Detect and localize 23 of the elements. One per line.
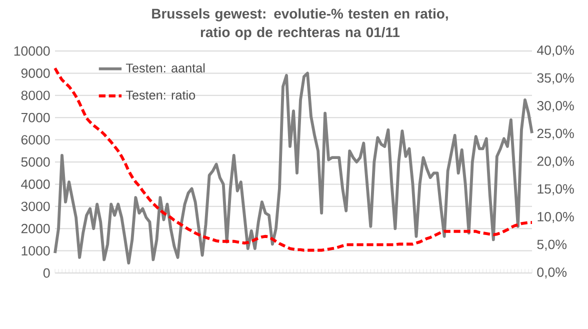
y2-tick-label: 15,0% — [538, 184, 574, 196]
y2-tick-label: 0,0% — [537, 268, 567, 278]
y-tick-label: 2000 — [21, 224, 50, 234]
y-tick-label: 1000 — [22, 246, 50, 256]
y2-tick-label: 40,0% — [537, 46, 574, 56]
y-tick-label: 7000 — [21, 112, 50, 122]
y-tick-label: 3000 — [21, 202, 50, 212]
y-tick-label: 8000 — [21, 90, 50, 100]
y2-tick-label: 5,0% — [537, 240, 567, 251]
y-tick-label: 6000 — [21, 135, 50, 144]
y2-tick-label: 30,0% — [537, 101, 574, 112]
chart-title: Brussels gewest: evolutie-% testen en ratio, ratio op de rechteras na 01/11 — [152, 8, 448, 40]
y-tick-label: 4000 — [21, 180, 50, 189]
y-tick-label: 0 — [43, 268, 50, 278]
y-tick-label: 9000 — [21, 68, 50, 78]
y2-tick-label: 10,0% — [538, 212, 574, 223]
y2-tick-label: 35,0% — [537, 73, 574, 84]
y-tick-label: 5000 — [21, 157, 50, 167]
legend-label: Testen: ratio — [126, 90, 196, 100]
y2-tick-label: 25,0% — [537, 128, 574, 140]
y-tick-label: 10000 — [14, 46, 50, 56]
y2-tick-label: 20,0% — [537, 156, 574, 168]
legend-label: Testen: aantal — [126, 63, 205, 73]
